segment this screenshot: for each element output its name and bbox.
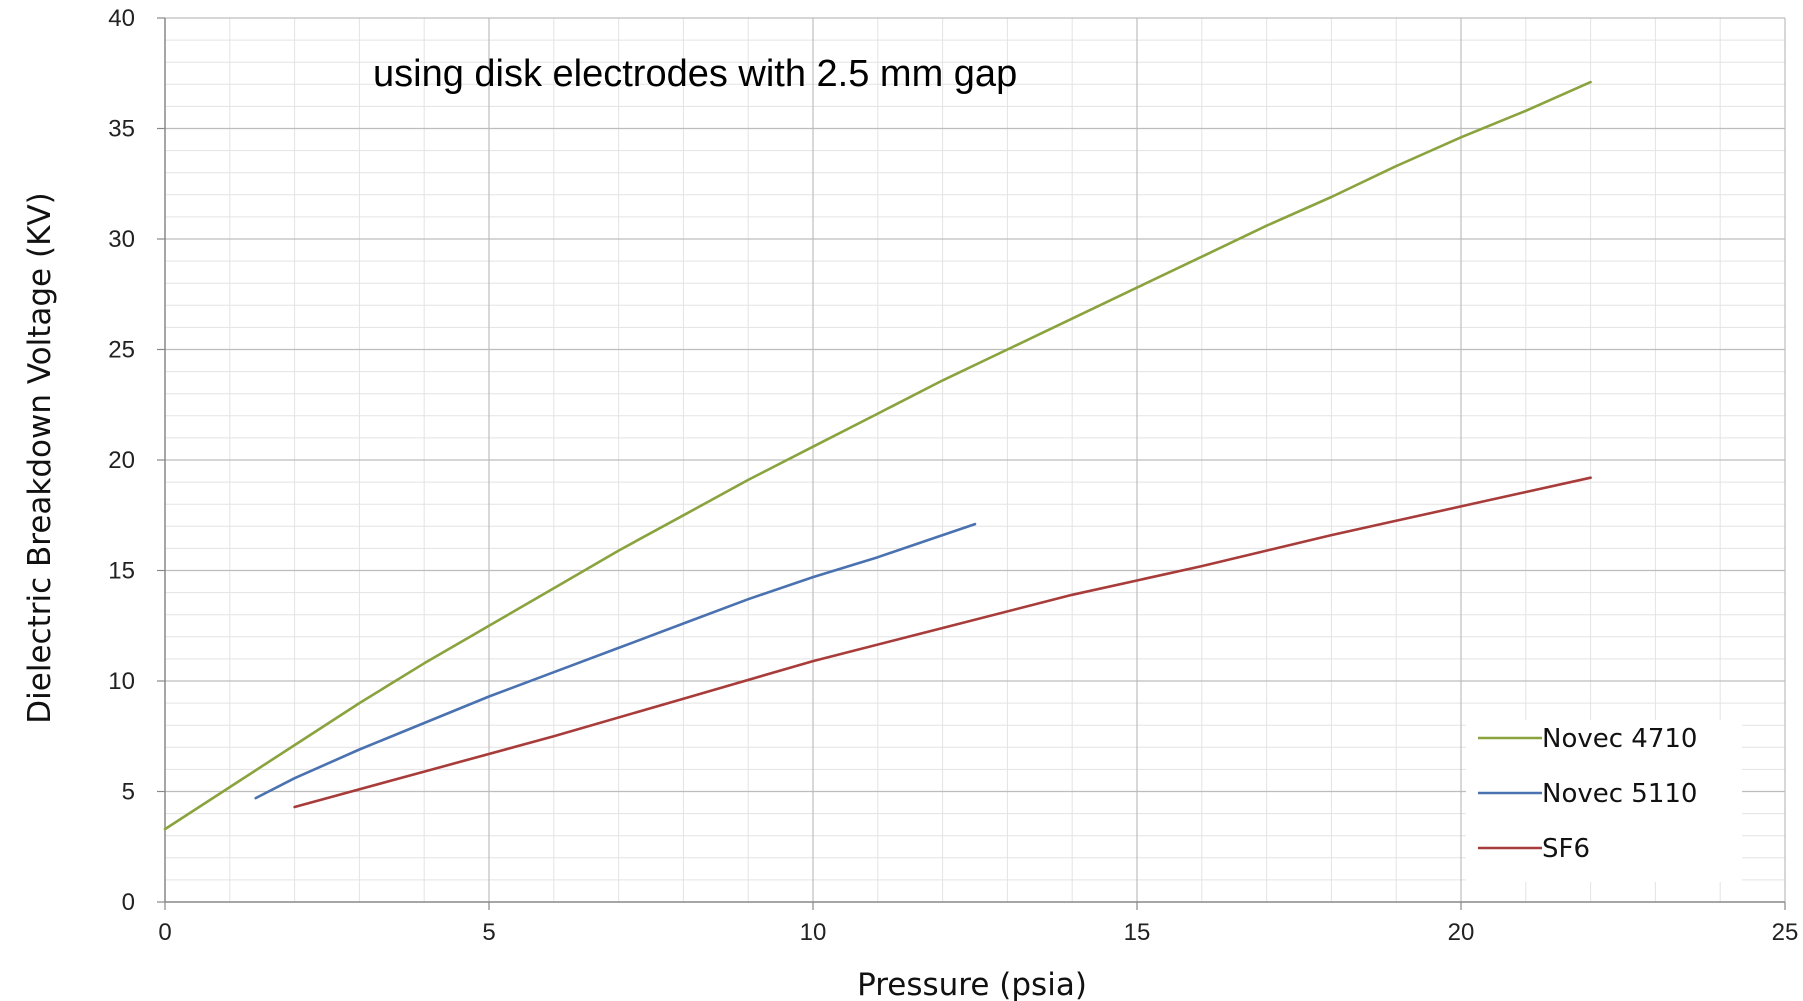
series-line (163, 80, 1592, 831)
tick-labels: 0 5 10 15 20 25 0 5 10 15 20 25 30 35 40 (108, 5, 1798, 946)
legend: Novec 4710 Novec 5110 SF6 (1466, 720, 1742, 882)
y-axis-title: Dielectric Breakdown Voltage (KV) (22, 192, 58, 723)
y-tick-label: 20 (108, 447, 135, 474)
y-tick-label: 30 (108, 226, 135, 253)
y-tick-label: 0 (122, 889, 135, 916)
legend-entry: SF6 (1478, 834, 1590, 864)
legend-entry: Novec 5110 (1478, 779, 1697, 809)
series-line (254, 522, 977, 800)
data-series (163, 80, 1592, 831)
x-tick-label: 15 (1124, 919, 1151, 946)
series-line (293, 476, 1592, 809)
y-tick-label: 10 (108, 668, 135, 695)
y-tick-label: 15 (108, 558, 135, 585)
x-tick-label: 10 (800, 919, 827, 946)
y-tick-label: 35 (108, 116, 135, 143)
x-tick-label: 20 (1448, 919, 1475, 946)
legend-box (1466, 720, 1742, 882)
legend-entry: Novec 4710 (1478, 724, 1697, 754)
annotation-text: using disk electrodes with 2.5 mm gap (373, 53, 1017, 95)
y-tick-label: 5 (122, 779, 135, 806)
y-tick-label: 40 (108, 5, 135, 32)
legend-label: SF6 (1542, 834, 1590, 864)
x-tick-label: 0 (158, 919, 171, 946)
x-tick-label: 25 (1772, 919, 1799, 946)
legend-label: Novec 4710 (1542, 724, 1697, 754)
x-tick-label: 5 (482, 919, 495, 946)
axes (157, 17, 1786, 910)
y-tick-label: 25 (108, 337, 135, 364)
x-axis-title: Pressure (psia) (857, 967, 1087, 1001)
legend-label: Novec 5110 (1542, 779, 1697, 809)
